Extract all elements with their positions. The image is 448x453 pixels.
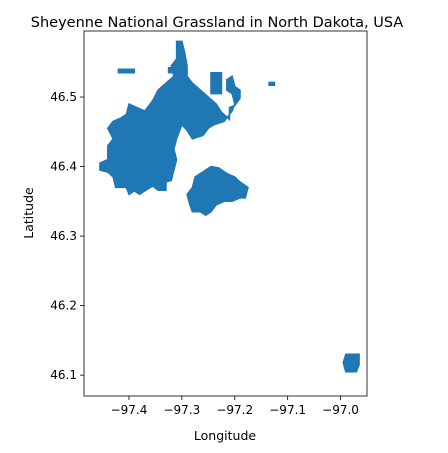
- x-tick-label: −97.4: [111, 403, 148, 417]
- y-tick-label: 46.2: [50, 299, 77, 313]
- x-tick-label: −97.3: [163, 403, 200, 417]
- x-tick-label: −97.0: [322, 403, 359, 417]
- region-eastern-block: [186, 165, 249, 217]
- map-regions: [99, 40, 360, 373]
- region-north-parcel: [167, 67, 175, 74]
- y-tick-label: 46.5: [50, 90, 77, 104]
- plot-frame: [83, 30, 368, 397]
- x-tick-label: −97.2: [216, 403, 253, 417]
- region-northwest-parcel: [117, 68, 136, 74]
- x-tick-label: −97.1: [269, 403, 306, 417]
- y-axis-label: Latitude: [21, 187, 36, 239]
- y-axis: 46.1 46.2 46.3 46.4 46.5: [50, 90, 84, 382]
- y-tick-label: 46.3: [50, 229, 77, 243]
- y-tick-label: 46.1: [50, 368, 77, 382]
- region-east-small-parcel: [268, 81, 276, 86]
- y-tick-label: 46.4: [50, 160, 77, 174]
- x-axis-label: Longitude: [194, 428, 256, 443]
- region-northeast-parcel: [210, 71, 223, 95]
- x-axis: −97.4 −97.3 −97.2 −97.1 −97.0: [111, 396, 359, 417]
- chart-title: Sheyenne National Grassland in North Dak…: [31, 15, 404, 31]
- region-southeast-block: [342, 353, 360, 373]
- region-western-block: [99, 40, 241, 196]
